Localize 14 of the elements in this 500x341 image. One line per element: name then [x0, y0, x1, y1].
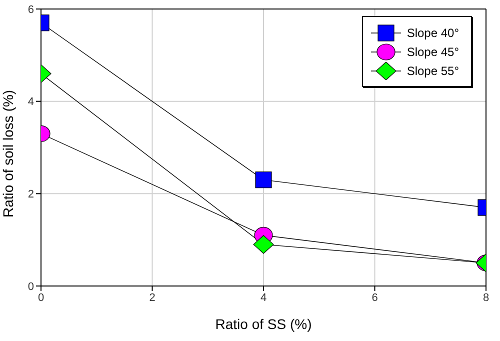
x-tick-label: 0 — [38, 292, 44, 304]
x-axis-title: Ratio of SS (%) — [215, 316, 312, 332]
x-tick-label: 6 — [372, 292, 378, 304]
y-axis-title: Ratio of soil loss (%) — [0, 90, 16, 218]
x-tick-label: 4 — [260, 292, 267, 304]
y-tick-label: 4 — [28, 96, 34, 108]
y-tick-label: 2 — [28, 188, 34, 201]
x-tick-label: 2 — [149, 292, 156, 304]
legend-label: Slope 55° — [406, 64, 459, 78]
legend-label: Slope 40° — [406, 26, 459, 40]
x-tick-label: 8 — [482, 292, 490, 304]
y-tick-label: 6 — [28, 4, 34, 16]
legend-label: Slope 45° — [406, 44, 459, 58]
y-tick-label: 0 — [28, 280, 34, 293]
